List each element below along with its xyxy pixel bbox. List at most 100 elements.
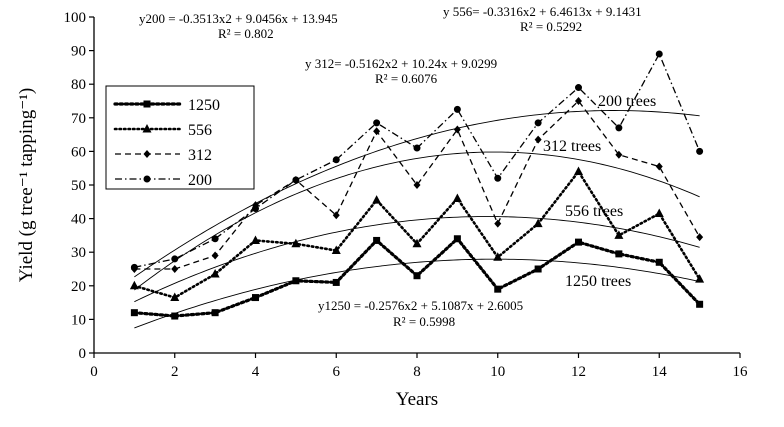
data-point-556 <box>372 195 382 204</box>
data-point-312 <box>696 233 704 242</box>
data-point-556 <box>251 235 260 244</box>
series-markers <box>129 50 705 320</box>
data-point-556 <box>574 166 583 176</box>
data-point-1250 <box>130 309 138 317</box>
data-point-556 <box>493 252 503 261</box>
x-tick-label: 2 <box>171 364 179 380</box>
legend-label-312: 312 <box>188 147 212 164</box>
legend-label-200: 200 <box>188 172 212 189</box>
y-tick-label: 40 <box>71 212 86 228</box>
y-tick-label: 90 <box>71 44 86 60</box>
legend-marker-200 <box>143 175 151 183</box>
y-axis-label: Yield (g tree⁻¹ tapping⁻¹) <box>16 88 37 282</box>
y-tick-label: 70 <box>71 111 86 127</box>
data-point-200 <box>292 176 300 184</box>
trend-lines <box>134 110 700 329</box>
data-point-312 <box>413 181 421 189</box>
equation-556: y 556= -0.3316x2 + 6.4613x + 9.1431 <box>443 4 642 19</box>
data-point-556 <box>695 274 705 283</box>
y-tick-label: 60 <box>71 144 86 160</box>
data-point-200 <box>211 235 219 243</box>
data-point-556 <box>614 230 624 239</box>
y-tick-label: 10 <box>71 312 86 328</box>
x-tick-label: 14 <box>652 364 668 380</box>
data-point-556 <box>654 208 664 218</box>
data-point-200 <box>413 144 421 152</box>
x-tick-label: 6 <box>333 364 341 380</box>
data-point-556 <box>210 269 220 278</box>
legend-marker-1250 <box>143 100 151 108</box>
data-point-200 <box>130 263 138 271</box>
data-point-200 <box>655 50 663 58</box>
x-tick-label: 0 <box>90 364 98 380</box>
trend-line-200 <box>134 110 700 278</box>
y-tick-label: 20 <box>71 279 86 295</box>
data-point-200 <box>696 147 704 155</box>
data-point-312 <box>373 127 381 136</box>
data-point-1250 <box>615 250 623 258</box>
y-tick-label: 80 <box>71 77 86 93</box>
data-point-312 <box>332 211 340 220</box>
data-point-200 <box>171 255 179 263</box>
data-point-200 <box>252 205 259 213</box>
legend-box <box>105 85 255 190</box>
y-tick-label: 0 <box>79 346 87 362</box>
x-tick-label: 4 <box>252 364 260 380</box>
data-point-556 <box>170 292 180 302</box>
trend-label-1250: 1250 trees <box>565 273 631 290</box>
data-point-556 <box>331 245 341 255</box>
legend-marker-312 <box>143 150 151 158</box>
data-point-1250 <box>292 277 300 285</box>
data-point-556 <box>291 238 301 248</box>
data-point-200 <box>332 156 340 164</box>
data-point-1250 <box>494 285 502 293</box>
data-point-1250 <box>211 309 219 317</box>
r2-312: R² = 0.6076 <box>375 71 438 86</box>
data-point-556 <box>452 193 462 202</box>
data-point-312 <box>211 251 219 260</box>
legend-marker-556 <box>142 124 152 133</box>
data-point-200 <box>575 84 582 92</box>
y-tick-label: 50 <box>71 178 86 194</box>
trend-line-556 <box>134 216 700 303</box>
equation-1250: y1250 = -0.2576x2 + 5.1087x + 2.6005 <box>318 298 523 313</box>
y-tick-label: 100 <box>64 10 87 26</box>
r2-200: R² = 0.802 <box>218 26 274 41</box>
data-point-1250 <box>171 312 179 320</box>
trend-label-200: 200 trees <box>598 93 656 110</box>
y-ticks: 0 10 20 30 40 50 60 70 80 90 100 <box>64 10 94 362</box>
data-point-1250 <box>575 238 582 246</box>
trend-line-312 <box>134 151 700 291</box>
data-point-556 <box>533 218 543 228</box>
equation-312: y 312= -0.5162x2 + 10.24x + 9.0299 <box>305 56 497 71</box>
r2-556: R² = 0.5292 <box>520 19 582 34</box>
data-point-312 <box>494 219 502 228</box>
data-point-200 <box>615 124 623 132</box>
series-line-312 <box>134 100 701 270</box>
trend-label-312: 312 trees <box>543 138 601 155</box>
data-point-1250 <box>252 294 259 302</box>
x-tick-label: 12 <box>571 364 586 380</box>
data-point-1250 <box>373 236 381 244</box>
x-tick-label: 16 <box>733 364 749 380</box>
data-point-312 <box>615 150 623 159</box>
legend-label-1250: 1250 <box>188 97 220 114</box>
data-point-1250 <box>453 235 461 243</box>
legend-label-556: 556 <box>188 122 212 139</box>
data-point-312 <box>453 125 461 134</box>
x-axis-label: Years <box>396 389 438 410</box>
legend: 1250 556 312 200 <box>105 85 255 190</box>
data-point-1250 <box>413 272 421 280</box>
data-point-1250 <box>332 278 340 286</box>
data-point-200 <box>494 174 502 182</box>
data-point-312 <box>655 162 663 171</box>
data-point-1250 <box>534 265 542 273</box>
data-point-200 <box>373 119 381 127</box>
x-ticks: 0 2 4 6 8 10 12 14 16 <box>90 353 748 380</box>
data-point-312 <box>171 265 179 273</box>
y-tick-label: 30 <box>71 245 86 261</box>
x-tick-label: 10 <box>490 364 505 380</box>
data-point-200 <box>534 119 542 127</box>
data-point-1250 <box>696 300 704 308</box>
data-point-312 <box>575 97 582 105</box>
